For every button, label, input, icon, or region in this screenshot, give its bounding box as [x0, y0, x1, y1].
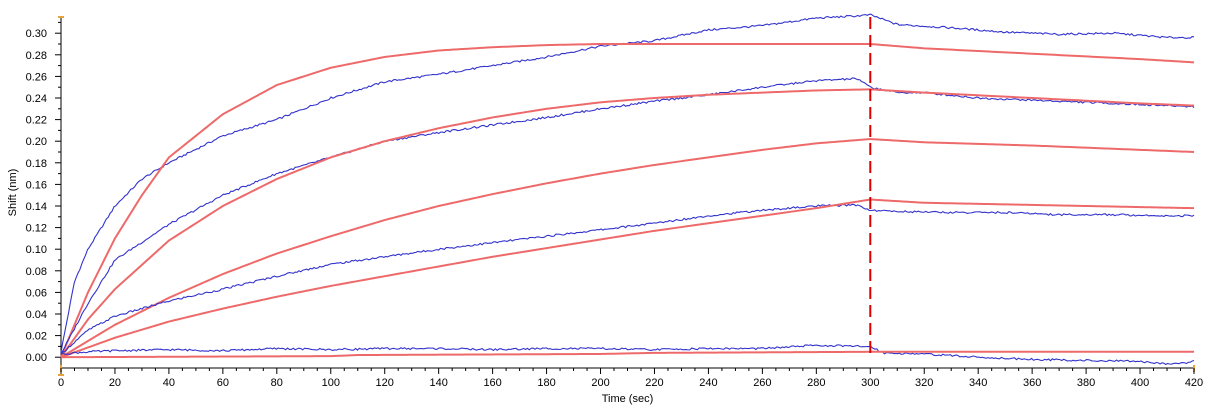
y-tick-label: 0.30	[26, 28, 47, 40]
y-tick-label: 0.16	[26, 179, 47, 191]
x-tick-label: 140	[429, 377, 447, 389]
x-tick-label: 400	[1131, 377, 1149, 389]
x-tick-label: 240	[699, 377, 717, 389]
x-tick-label: 320	[915, 377, 933, 389]
x-tick-label: 180	[537, 377, 555, 389]
x-tick-label: 300	[861, 377, 879, 389]
x-tick-label: 120	[376, 377, 394, 389]
x-tick-label: 40	[163, 377, 175, 389]
x-tick-label: 160	[483, 377, 501, 389]
y-tick-label: 0.00	[26, 352, 47, 364]
x-tick-label: 220	[645, 377, 663, 389]
measured-response-line	[60, 203, 1195, 354]
x-tick-label: 100	[322, 377, 340, 389]
y-tick-label: 0.02	[26, 331, 47, 343]
x-tick-label: 280	[807, 377, 825, 389]
measured-response-line	[60, 77, 1195, 355]
x-tick-label: 80	[271, 377, 283, 389]
x-tick-label: 380	[1077, 377, 1095, 389]
measured-response-line	[60, 344, 1195, 366]
y-axis-title: Shift (nm)	[7, 169, 19, 217]
y-tick-label: 0.12	[26, 223, 47, 235]
x-tick-label: 340	[969, 377, 987, 389]
y-tick-label: 0.06	[26, 287, 47, 299]
x-tick-label: 200	[591, 377, 609, 389]
x-tick-label: 0	[58, 377, 64, 389]
y-tick-label: 0.26	[26, 71, 47, 83]
y-tick-label: 0.28	[26, 50, 47, 62]
fit-curve-line	[60, 138, 1195, 359]
y-tick-label: 0.04	[26, 309, 47, 321]
fit-curve-line	[60, 43, 1195, 358]
x-tick-label: 360	[1023, 377, 1041, 389]
y-tick-label: 0.08	[26, 266, 47, 278]
y-tick-label: 0.14	[26, 201, 47, 213]
y-tick-label: 0.24	[26, 93, 47, 105]
measured-response-line	[60, 13, 1195, 353]
fit-curve-line	[60, 350, 1194, 359]
y-tick-label: 0.18	[26, 158, 47, 170]
x-tick-label: 420	[1185, 377, 1203, 389]
fit-curve-line	[60, 198, 1195, 359]
x-tick-label: 260	[753, 377, 771, 389]
x-tick-label: 20	[109, 377, 121, 389]
x-axis-title: Time (sec)	[602, 393, 654, 405]
x-tick-label: 60	[217, 377, 229, 389]
fit-curve-line	[60, 88, 1195, 358]
y-tick-label: 0.22	[26, 115, 47, 127]
y-tick-label: 0.20	[26, 136, 47, 148]
y-tick-label: 0.10	[26, 244, 47, 256]
